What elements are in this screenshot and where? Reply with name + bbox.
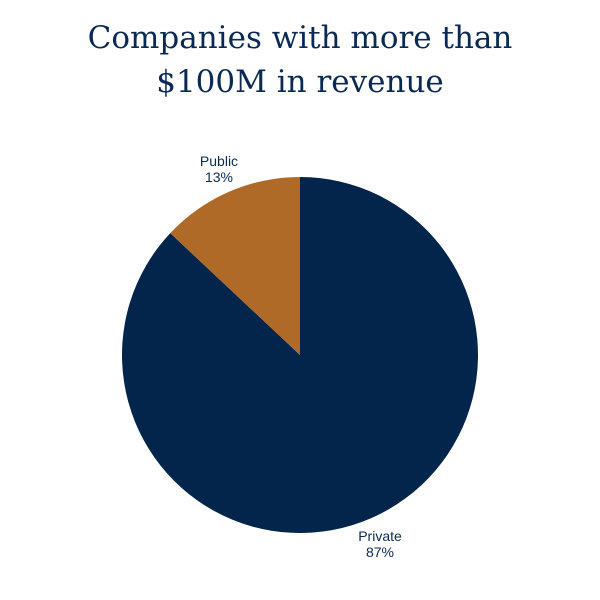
chart-title-line-1: Companies with more than [87,20,513,56]
slice-label-public: Public [200,153,238,169]
chart-title: Companies with more than $100M in revenu… [0,16,600,104]
chart-title-line-2: $100M in revenue [156,64,444,100]
pie-slice-public [170,177,300,355]
slice-value-private: 87% [366,544,394,560]
slice-label-private: Private [358,528,402,544]
slice-value-public: 13% [205,169,233,185]
pie-slices [122,177,479,533]
pie-slice-private [122,177,479,533]
